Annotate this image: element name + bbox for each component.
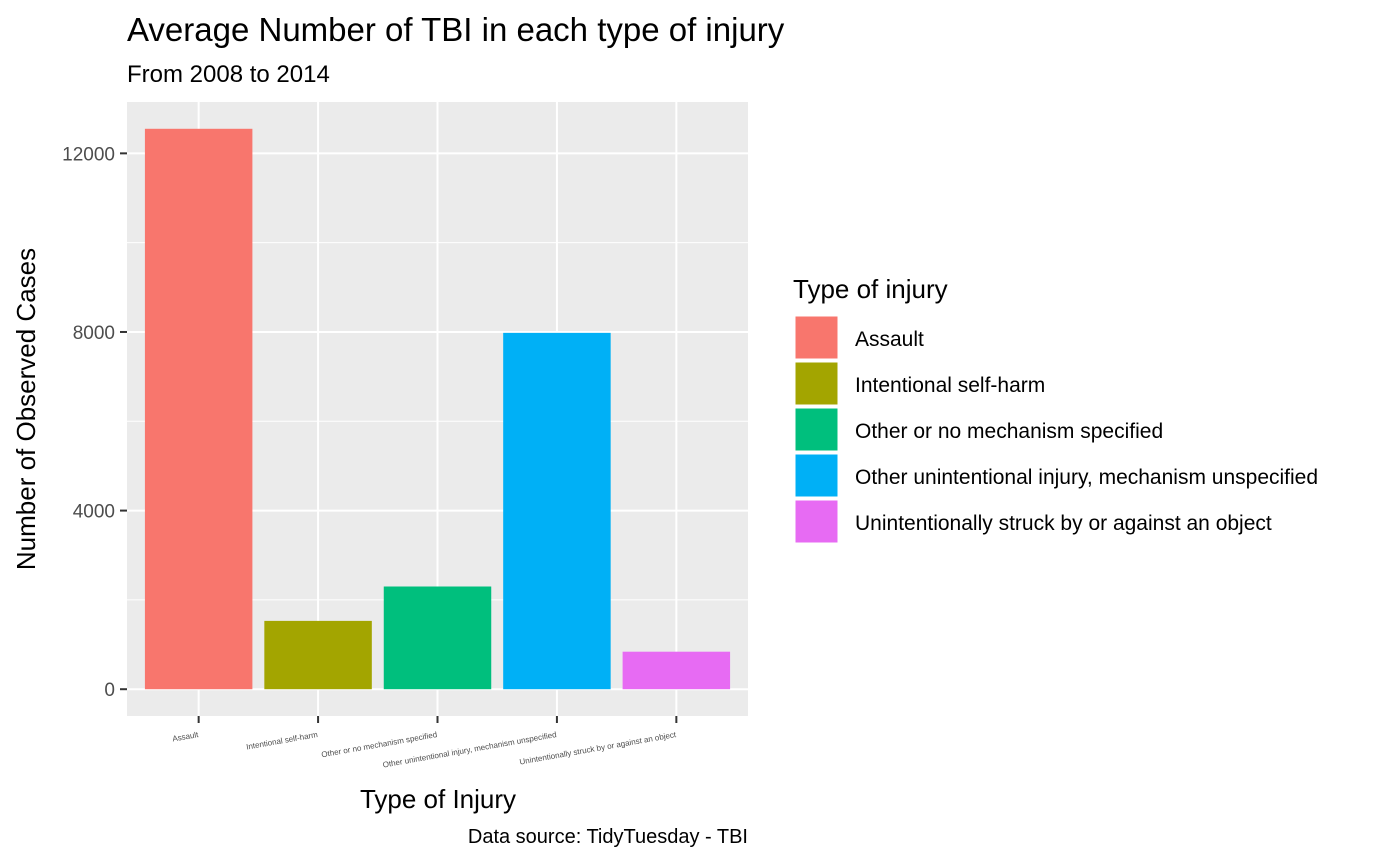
y-tick-label: 4000 xyxy=(73,502,115,523)
y-tick-label: 8000 xyxy=(73,323,115,344)
legend-key xyxy=(794,453,839,498)
x-tick-label: Intentional self-harm xyxy=(245,730,318,752)
bar-4 xyxy=(503,332,611,690)
bar-2 xyxy=(264,620,372,690)
x-axis: Assault Intentional self-harm Other or no … xyxy=(172,716,677,770)
caption: Data source: TidyTuesday - TBI xyxy=(468,826,748,848)
legend-key xyxy=(794,361,839,406)
bars xyxy=(144,128,731,690)
bar-3 xyxy=(383,586,492,690)
bar-1 xyxy=(144,128,253,690)
legend-key xyxy=(794,499,839,544)
chart-title: Average Number of TBI in each type of in… xyxy=(127,11,785,48)
legend-label: Intentional self-harm xyxy=(855,374,1045,397)
x-axis-title: Type of Injury xyxy=(360,784,516,814)
legend-title: Type of injury xyxy=(793,274,948,304)
legend-label: Unintentionally struck by or against an … xyxy=(855,512,1272,535)
legend-label: Other or no mechanism specified xyxy=(855,420,1163,443)
legend-key xyxy=(794,407,839,452)
legend: Assault Intentional self-harm Other or no … xyxy=(794,315,1318,544)
y-axis: 0 4000 8000 12000 xyxy=(62,144,127,701)
legend-label: Assault xyxy=(855,328,924,351)
y-axis-title: Number of Observed Cases xyxy=(11,248,41,570)
y-tick-label: 12000 xyxy=(62,144,115,165)
chart-subtitle: From 2008 to 2014 xyxy=(127,61,330,88)
x-tick-label: Assault xyxy=(172,730,200,744)
y-tick-label: 0 xyxy=(104,680,115,701)
legend-label: Other unintentional injury, mechanism un… xyxy=(855,466,1318,489)
legend-key xyxy=(794,315,839,360)
bar-5 xyxy=(622,651,731,690)
